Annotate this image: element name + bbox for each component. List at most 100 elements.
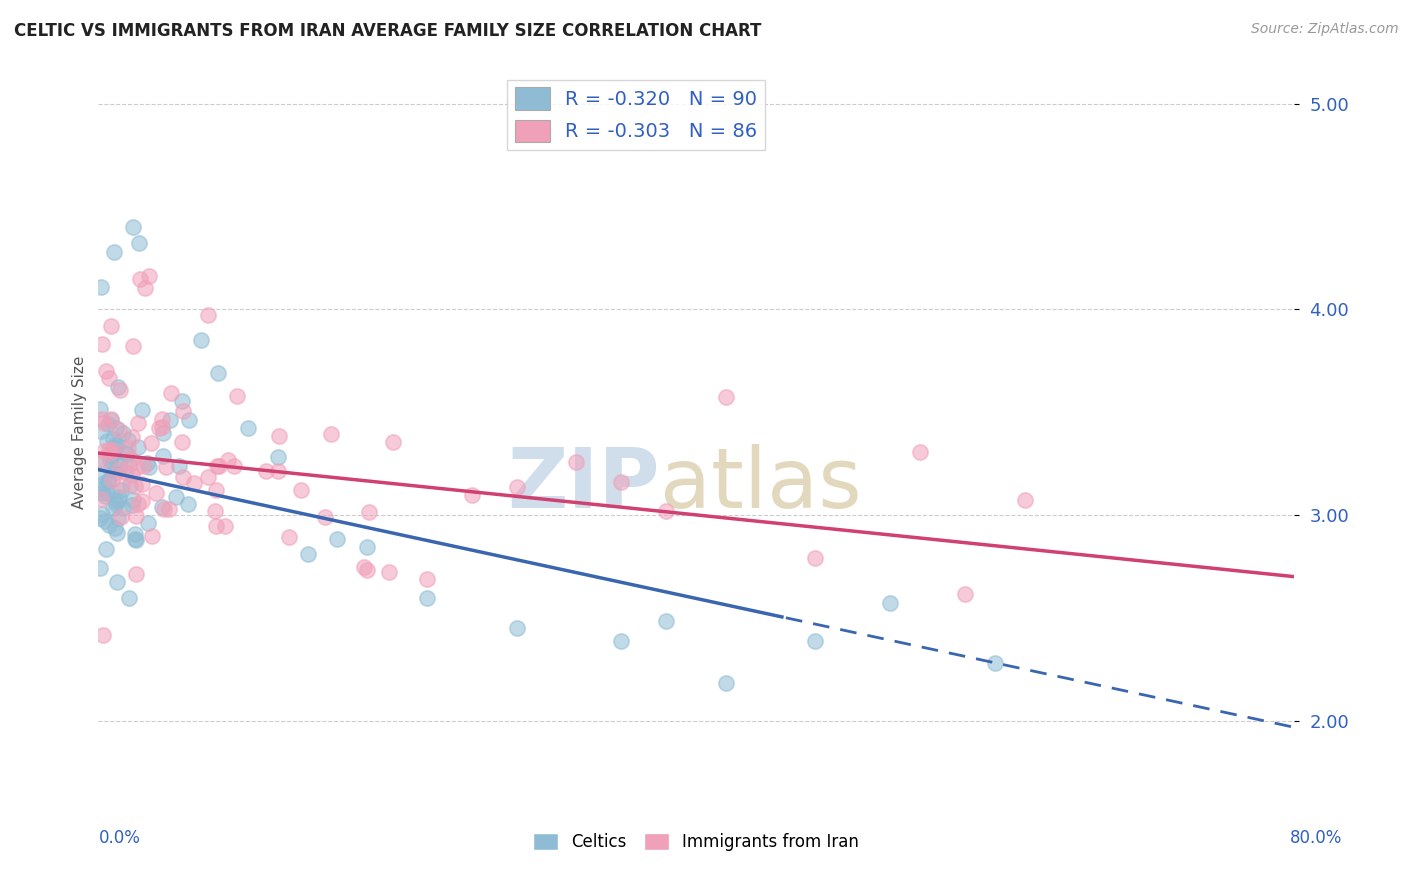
Point <box>714 390 737 404</box>
Point <box>93 416 115 430</box>
Point <box>278 530 301 544</box>
Point <box>879 596 901 610</box>
Point <box>128 236 150 251</box>
Point <box>138 268 160 283</box>
Point <box>97 518 120 533</box>
Point <box>655 614 678 628</box>
Point <box>89 456 111 470</box>
Point <box>269 429 291 443</box>
Point <box>101 442 124 457</box>
Point <box>134 459 156 474</box>
Point <box>120 452 142 467</box>
Point <box>157 502 180 516</box>
Point <box>96 364 118 378</box>
Point <box>107 511 129 525</box>
Point <box>117 441 139 455</box>
Point <box>610 475 633 489</box>
Point <box>108 490 131 504</box>
Point <box>377 565 399 579</box>
Point <box>159 413 181 427</box>
Point <box>110 384 132 398</box>
Point <box>103 444 125 458</box>
Point <box>89 511 111 525</box>
Point <box>356 541 378 555</box>
Point <box>121 467 143 482</box>
Point <box>91 628 114 642</box>
Point <box>984 656 1007 670</box>
Point <box>121 430 143 444</box>
Point <box>89 451 111 466</box>
Point <box>121 498 143 512</box>
Point <box>97 474 120 488</box>
Point <box>114 446 136 460</box>
Point <box>96 485 118 500</box>
Text: 80.0%: 80.0% <box>1291 829 1343 847</box>
Point <box>122 219 145 234</box>
Point <box>197 470 219 484</box>
Point <box>118 458 141 473</box>
Point <box>124 508 146 523</box>
Point <box>165 490 187 504</box>
Text: atlas: atlas <box>661 444 862 525</box>
Point <box>125 533 148 548</box>
Text: ZIP: ZIP <box>508 444 661 525</box>
Point <box>125 566 148 581</box>
Point <box>565 454 588 468</box>
Point <box>416 572 439 586</box>
Point <box>172 394 194 409</box>
Point <box>110 478 132 492</box>
Point <box>382 435 405 450</box>
Point <box>107 492 129 507</box>
Point <box>91 486 114 500</box>
Point <box>108 423 131 437</box>
Point <box>105 526 128 541</box>
Point <box>101 432 124 446</box>
Point <box>150 411 173 425</box>
Point <box>96 434 118 448</box>
Point <box>152 449 174 463</box>
Point <box>104 441 127 455</box>
Point <box>90 424 112 438</box>
Point <box>208 459 231 474</box>
Point <box>98 452 121 467</box>
Point <box>117 433 139 447</box>
Point <box>138 460 160 475</box>
Point <box>89 401 111 416</box>
Point <box>204 504 226 518</box>
Point <box>94 481 117 495</box>
Point <box>155 460 177 475</box>
Point <box>172 470 194 484</box>
Point <box>136 516 159 530</box>
Point <box>148 421 170 435</box>
Point <box>94 542 117 557</box>
Point <box>150 500 173 515</box>
Point <box>353 559 375 574</box>
Point <box>236 421 259 435</box>
Point <box>461 488 484 502</box>
Point <box>97 370 120 384</box>
Point <box>131 476 153 491</box>
Point <box>104 497 127 511</box>
Point <box>145 486 167 500</box>
Point <box>297 547 319 561</box>
Point <box>254 464 277 478</box>
Point <box>108 462 131 476</box>
Y-axis label: Average Family Size: Average Family Size <box>72 356 87 509</box>
Point <box>205 458 228 473</box>
Point <box>100 448 122 462</box>
Point <box>267 464 290 478</box>
Point <box>104 494 127 508</box>
Point <box>267 450 290 464</box>
Point <box>127 440 149 454</box>
Point <box>610 633 633 648</box>
Point <box>129 272 152 286</box>
Point <box>98 442 121 457</box>
Point <box>115 447 138 461</box>
Point <box>804 550 827 565</box>
Point <box>91 412 114 426</box>
Point <box>172 404 194 418</box>
Point <box>100 412 122 426</box>
Point <box>506 480 529 494</box>
Point <box>103 245 125 260</box>
Point <box>127 416 149 430</box>
